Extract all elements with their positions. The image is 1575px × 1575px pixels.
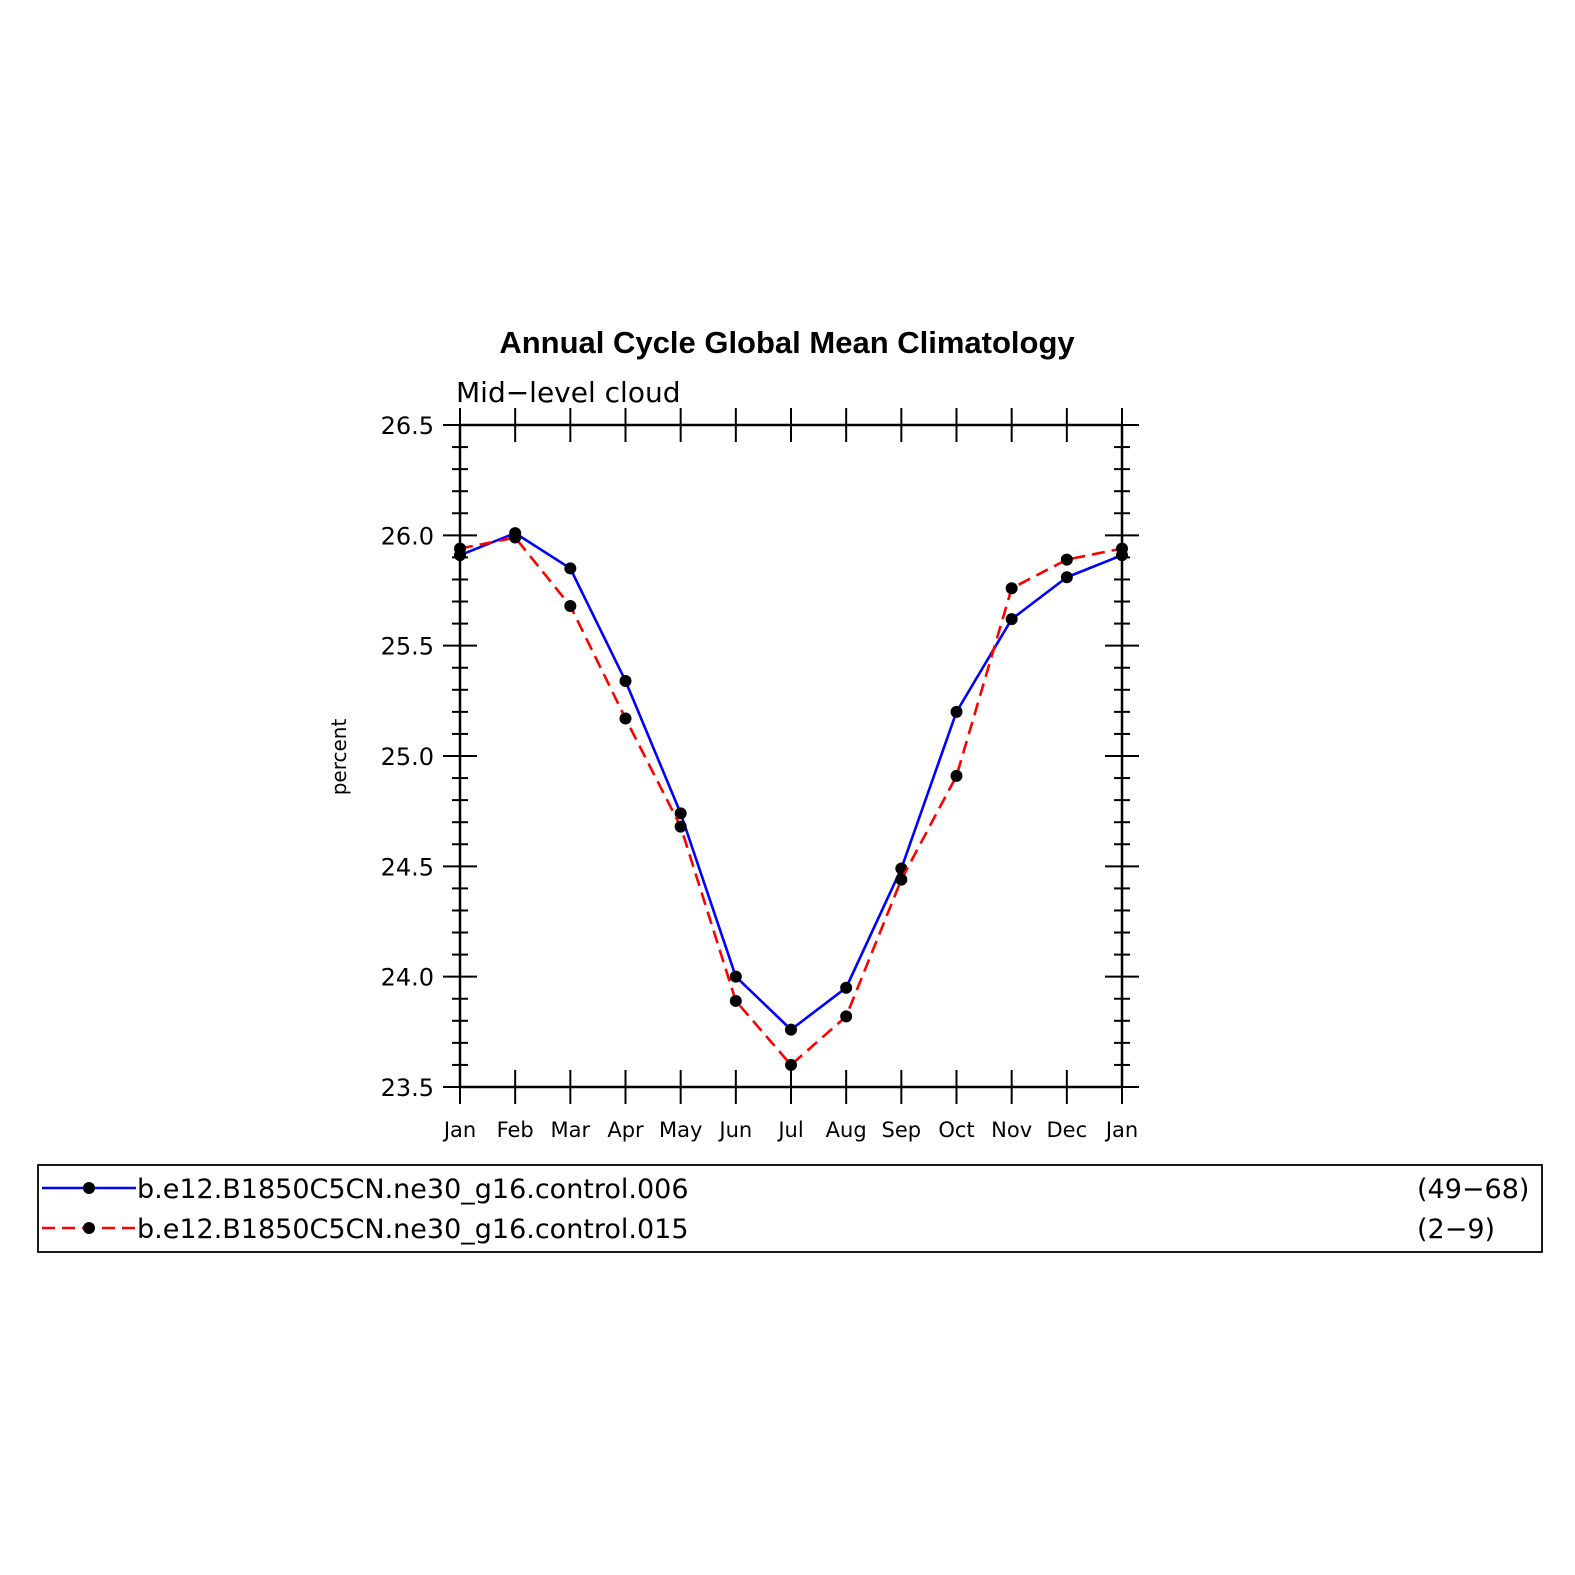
legend-marker-1 xyxy=(83,1182,95,1194)
series-2-point xyxy=(840,1010,853,1023)
legend-marker-2 xyxy=(83,1222,95,1234)
x-tick-label: Jan xyxy=(1104,1118,1138,1142)
x-tick-label: Nov xyxy=(991,1118,1032,1142)
series-2-point xyxy=(1060,553,1073,566)
series-2-point xyxy=(895,873,908,886)
series-2-point xyxy=(785,1058,797,1071)
x-tick-label: Jul xyxy=(776,1118,803,1142)
y-tick-label: 24.0 xyxy=(381,964,434,992)
series-2-point xyxy=(1005,582,1018,595)
chart-subtitle: Mid−level cloud xyxy=(456,376,680,409)
series-2-point xyxy=(564,599,577,612)
y-tick-label: 25.5 xyxy=(381,633,434,661)
x-tick-label: Aug xyxy=(826,1118,867,1142)
legend-years-1: (49−68) xyxy=(1417,1174,1529,1205)
x-tick-label: Jan xyxy=(442,1118,476,1142)
series-1-point xyxy=(619,674,632,687)
series-1-point xyxy=(564,562,577,575)
legend: b.e12.B1850C5CN.ne30_g16.control.006 (49−… xyxy=(37,1164,1543,1253)
series-1-point xyxy=(674,807,687,820)
x-tick-label: Feb xyxy=(497,1118,534,1142)
legend-label-2: b.e12.B1850C5CN.ne30_g16.control.015 xyxy=(137,1214,689,1245)
series-1-point xyxy=(729,970,742,983)
legend-box xyxy=(37,1164,1543,1253)
series-2-point xyxy=(950,769,963,782)
plot-axes: 23.5 24.0 24.5 25.0 25.5 26.0 26.5 Jan Feb Mar Apr… xyxy=(381,408,1139,1142)
series-2-point xyxy=(454,542,466,555)
series-2-point xyxy=(729,994,742,1007)
y-tick-label: 26.5 xyxy=(381,412,434,440)
series-2-point xyxy=(1116,542,1128,555)
legend-years-2: (2−9) xyxy=(1417,1214,1495,1245)
x-tick-label: Sep xyxy=(882,1118,922,1142)
series-layer xyxy=(454,527,1128,1071)
y-tick-label: 23.5 xyxy=(381,1074,434,1102)
series-1-point xyxy=(950,705,963,718)
y-tick-label: 24.5 xyxy=(381,853,434,881)
x-tick-label: May xyxy=(659,1118,702,1142)
y-tick-label: 25.0 xyxy=(381,743,434,771)
y-axis-label: percent xyxy=(327,719,351,796)
series-2-point xyxy=(619,712,632,725)
legend-label-1: b.e12.B1850C5CN.ne30_g16.control.006 xyxy=(137,1174,689,1205)
series-1-point xyxy=(1060,571,1073,584)
y-tick-label: 26.0 xyxy=(381,522,434,550)
x-tick-label: Dec xyxy=(1047,1118,1088,1142)
series-line-2 xyxy=(459,536,1123,1067)
series-2-point xyxy=(674,820,687,833)
series-line-1 xyxy=(459,531,1123,1031)
series-2-point xyxy=(509,531,522,544)
series-1-point xyxy=(840,981,853,994)
series-1-point xyxy=(1005,613,1018,626)
chart-title: Annual Cycle Global Mean Climatology xyxy=(499,325,1075,360)
x-tick-label: Oct xyxy=(938,1118,974,1142)
x-tick-label: Mar xyxy=(551,1118,591,1142)
x-tick-label: Jun xyxy=(717,1118,752,1142)
series-1-point xyxy=(785,1023,797,1036)
x-tick-label: Apr xyxy=(607,1118,644,1142)
plot-frame xyxy=(458,423,1124,1089)
